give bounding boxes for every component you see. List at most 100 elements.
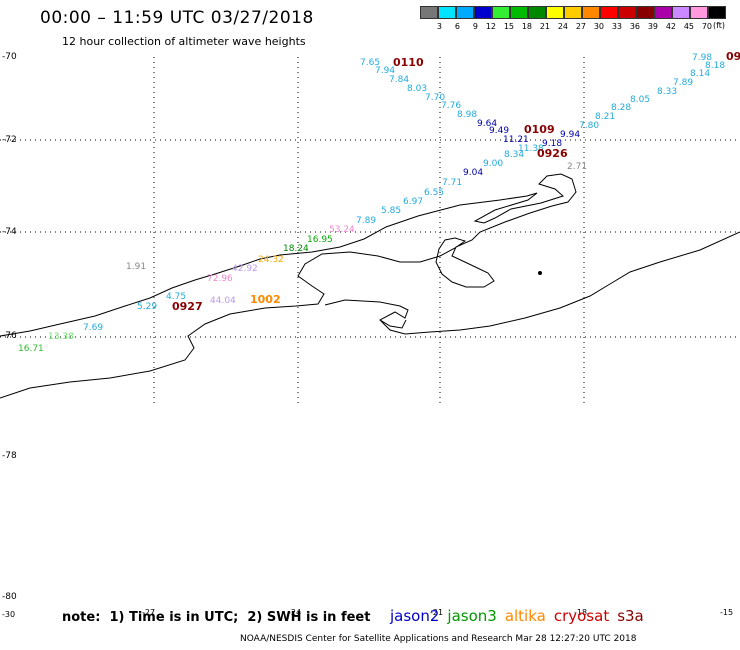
wave-height-value: 44.04: [210, 296, 236, 306]
color-scale-bar: [420, 6, 726, 19]
scale-tick-label: 45: [683, 22, 694, 31]
scale-tick-label: 70: [701, 22, 712, 31]
wave-height-value: 8.18: [705, 61, 726, 71]
scale-swatch: [564, 6, 582, 19]
scale-swatch: [618, 6, 636, 19]
scale-tick-label: 42: [665, 22, 676, 31]
wave-height-value: 6.97: [403, 197, 424, 207]
lat-label: -78: [2, 451, 17, 461]
wave-height-value: 8.05: [630, 95, 651, 105]
wave-height-value: 11.38: [518, 144, 544, 154]
scale-swatch: [510, 6, 528, 19]
lat-label: -76: [2, 331, 17, 341]
wave-height-value: 7.94: [375, 66, 396, 76]
wave-height-value: 24.32: [258, 255, 284, 265]
lon-label: -24: [288, 608, 302, 617]
wave-height-value: 53.24: [329, 225, 355, 235]
legend-item-jason2: jason2: [390, 607, 440, 625]
scale-tick-label: 9: [472, 22, 478, 31]
wave-height-value: 8.34: [504, 150, 525, 160]
wave-height-value: 8.28: [611, 103, 632, 113]
wave-height-value: 16.71: [18, 344, 44, 354]
wave-height-value: 9.64: [477, 119, 498, 129]
wave-height-value: 7.89: [356, 216, 377, 226]
scale-tick-label: 30: [593, 22, 604, 31]
lat-label: -72: [2, 135, 17, 145]
wave-height-value: 7.71: [442, 178, 463, 188]
wave-height-value: 1.91: [126, 262, 147, 272]
footnote: note: 1) Time is in UTC; 2) SWH is in fe…: [62, 610, 371, 625]
scale-swatch: [492, 6, 510, 19]
time-label: 09: [726, 50, 740, 63]
satellite-legend: jason2 jason3 altika cryosat s3a: [390, 607, 644, 625]
scale-tick-label: 6: [454, 22, 460, 31]
lat-label: -80: [2, 592, 17, 602]
graticule: [0, 57, 740, 405]
lon-label: -21: [430, 608, 444, 617]
wave-height-value: 7.76: [441, 101, 462, 111]
scale-swatch: [456, 6, 474, 19]
wave-height-value: 8.98: [457, 110, 478, 120]
wave-height-value: 6.55: [424, 188, 445, 198]
wave-height-value: 8.03: [407, 84, 428, 94]
wave-height-value: 11.21: [503, 135, 529, 145]
credit-line: NOAA/NESDIS Center for Satellite Applica…: [240, 634, 637, 644]
wave-height-value: 18.24: [283, 244, 309, 254]
scale-tick-label: 24: [557, 22, 568, 31]
scale-swatch: [420, 6, 438, 19]
wave-height-value: 7.65: [360, 58, 381, 68]
scale-tick-label: 15: [503, 22, 514, 31]
scale-tick-label: 27: [575, 22, 586, 31]
lat-label: -74: [2, 227, 17, 237]
scale-tick-label: 39: [647, 22, 658, 31]
scale-swatch: [708, 6, 726, 19]
wave-height-value: 5.85: [381, 206, 402, 216]
wave-height-value: 8.21: [595, 112, 616, 122]
coastline: [0, 173, 740, 399]
wave-height-value: 5.29: [137, 302, 158, 312]
lon-label: -27: [142, 608, 156, 617]
lon-label: -18: [574, 608, 588, 617]
scale-swatch: [672, 6, 690, 19]
scale-swatch: [474, 6, 492, 19]
wave-height-value: 7.84: [389, 75, 410, 85]
wave-height-value: 7.80: [579, 121, 600, 131]
wave-height-value: 9.04: [463, 168, 484, 178]
wave-height-value: 7.89: [673, 78, 694, 88]
scale-tick-label: 33: [611, 22, 622, 31]
color-scale-labels: 3 6 9 12 15 18 21 24 27 30 33 36 39 42 45 70: [420, 22, 712, 31]
wave-height-value: 2.71: [567, 162, 588, 172]
scale-tick-label: 21: [539, 22, 550, 31]
wave-height-value: 4.75: [166, 292, 187, 302]
lon-label: -30: [2, 610, 16, 619]
wave-height-value: 7.98: [692, 53, 713, 63]
page-title: 00:00 – 11:59 UTC 03/27/2018: [40, 8, 314, 28]
scale-tick-label: 12: [485, 22, 496, 31]
wave-height-value: 7.70: [425, 93, 446, 103]
time-label: 0927: [172, 300, 203, 313]
scale-unit: (ft): [713, 21, 726, 30]
wave-height-value: 42.92: [232, 264, 258, 274]
scale-tick-label: 18: [521, 22, 532, 31]
wave-height-value: 8.14: [690, 69, 711, 79]
wave-height-value: 13.38: [48, 332, 74, 342]
page-subtitle: 12 hour collection of altimeter wave hei…: [62, 35, 306, 48]
lon-label: -15: [720, 608, 734, 617]
scale-swatch: [582, 6, 600, 19]
wave-height-value: 8.33: [657, 87, 678, 97]
legend-item-jason3: jason3: [447, 607, 497, 625]
scale-tick-label: 36: [629, 22, 640, 31]
wave-height-value: 9.94: [560, 130, 581, 140]
lat-label: -70: [2, 52, 17, 62]
scale-swatch: [636, 6, 654, 19]
scale-swatch: [528, 6, 546, 19]
wave-height-value: 72.96: [207, 274, 233, 284]
wave-height-value: 16.95: [307, 235, 333, 245]
wave-height-value: 9.00: [483, 159, 504, 169]
time-label: 0109: [524, 123, 555, 136]
time-label: 0926: [537, 147, 568, 160]
legend-item-s3a: s3a: [617, 607, 644, 625]
legend-item-altika: altika: [504, 607, 546, 625]
scale-tick-label: 3: [436, 22, 442, 31]
